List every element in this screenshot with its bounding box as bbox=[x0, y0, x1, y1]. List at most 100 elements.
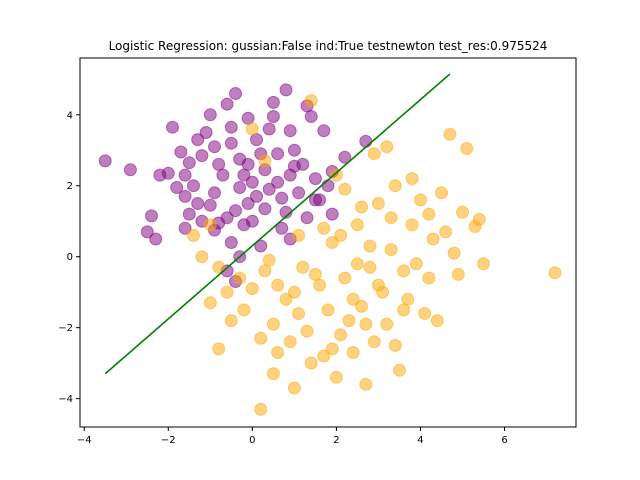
scatter-point-s0-34 bbox=[241, 197, 255, 210]
scatter-point-s1-4 bbox=[224, 314, 238, 328]
scatter-point-s1-2 bbox=[212, 260, 226, 274]
x-tick-label: 6 bbox=[501, 435, 507, 446]
scatter-point-s1-33 bbox=[371, 197, 385, 210]
line-layer bbox=[104, 73, 451, 375]
scatter-point-s1-60 bbox=[212, 342, 226, 356]
scatter-point-s1-77 bbox=[271, 346, 285, 359]
scatter-point-s1-50 bbox=[443, 127, 457, 141]
scatter-point-s1-63 bbox=[367, 147, 381, 161]
scatter-point-s0-67 bbox=[187, 179, 200, 193]
scatter-point-s0-79 bbox=[254, 239, 268, 253]
scatter-point-s0-25 bbox=[224, 120, 238, 134]
scatter-point-s0-9 bbox=[178, 168, 192, 182]
scatter-point-s0-0 bbox=[98, 154, 112, 168]
scatter-point-s0-49 bbox=[275, 221, 289, 235]
scatter-point-s0-10 bbox=[170, 181, 184, 194]
y-tick-label: −4 bbox=[58, 394, 73, 405]
scatter-point-s0-17 bbox=[203, 108, 217, 122]
scatter-point-s0-59 bbox=[308, 172, 322, 186]
scatter-point-s0-15 bbox=[191, 133, 205, 147]
y-axis-ticks: −4 −2 0 2 4 bbox=[58, 110, 80, 405]
scatter-point-s1-31 bbox=[363, 260, 377, 274]
scatter-point-s1-35 bbox=[380, 317, 394, 331]
scatter-point-s1-29 bbox=[355, 299, 369, 313]
scatter-point-s1-41 bbox=[405, 218, 419, 232]
x-tick-label: −4 bbox=[77, 435, 92, 446]
scatter-point-s1-78 bbox=[325, 342, 339, 356]
y-tick-label: 2 bbox=[67, 181, 73, 192]
scatter-point-s1-28 bbox=[350, 218, 364, 232]
scatter-point-s0-56 bbox=[300, 211, 314, 225]
scatter-point-s1-1 bbox=[203, 218, 217, 232]
scatter-point-s1-24 bbox=[334, 328, 348, 342]
scatter-point-s0-21 bbox=[208, 186, 221, 200]
scatter-point-s1-48 bbox=[435, 186, 448, 200]
scatter-point-s1-69 bbox=[422, 207, 436, 221]
scatter-point-s1-7 bbox=[245, 282, 259, 296]
scatter-point-s0-2 bbox=[145, 209, 158, 223]
scatter-point-s1-47 bbox=[430, 314, 444, 328]
scatter-point-s0-19 bbox=[208, 140, 221, 154]
scatter-point-s1-49 bbox=[439, 225, 453, 239]
scatter-point-s0-47 bbox=[271, 175, 285, 189]
scatter-point-s1-56 bbox=[477, 257, 490, 271]
scatter-point-s1-39 bbox=[397, 264, 411, 278]
scatter-point-s1-62 bbox=[338, 182, 352, 196]
scatter-point-s1-26 bbox=[342, 314, 356, 328]
points-layer bbox=[98, 83, 562, 416]
scatter-point-s0-50 bbox=[279, 83, 293, 97]
scatter-point-s1-81 bbox=[262, 253, 276, 267]
scatter-point-s0-27 bbox=[224, 136, 238, 150]
scatter-point-s1-18 bbox=[304, 356, 318, 370]
scatter-point-s1-27 bbox=[346, 346, 360, 359]
scatter-point-s0-20 bbox=[212, 157, 226, 171]
scatter-point-s0-18 bbox=[199, 126, 213, 139]
scatter-point-s0-40 bbox=[250, 189, 263, 203]
scatter-point-s0-6 bbox=[161, 166, 175, 180]
scatter-point-s1-12 bbox=[279, 292, 293, 306]
scatter-point-s1-52 bbox=[456, 205, 469, 219]
scatter-point-s0-22 bbox=[203, 198, 217, 212]
scatter-point-s1-44 bbox=[418, 307, 432, 320]
scatter-point-s1-45 bbox=[422, 271, 436, 285]
scatter-point-s1-22 bbox=[325, 236, 339, 249]
scatter-point-s1-17 bbox=[300, 324, 314, 338]
scatter-point-s0-77 bbox=[220, 211, 234, 225]
scatter-point-s1-88 bbox=[329, 168, 343, 182]
scatter-point-s0-3 bbox=[140, 225, 154, 239]
scatter-point-s1-68 bbox=[405, 172, 419, 186]
scatter-point-s0-5 bbox=[149, 232, 163, 246]
scatter-point-s1-80 bbox=[384, 211, 398, 225]
x-tick-label: 0 bbox=[249, 435, 255, 446]
scatter-point-s1-10 bbox=[266, 317, 280, 331]
scatter-point-s1-37 bbox=[388, 338, 402, 352]
scatter-point-s1-72 bbox=[308, 267, 322, 281]
scatter-point-s0-1 bbox=[123, 163, 137, 177]
x-tick-label: 4 bbox=[417, 435, 423, 446]
scatter-point-s0-54 bbox=[292, 186, 306, 200]
x-tick-label: 2 bbox=[333, 435, 339, 446]
scatter-point-s0-14 bbox=[178, 221, 192, 235]
scatter-point-s0-69 bbox=[216, 168, 230, 182]
scatter-point-s1-14 bbox=[287, 381, 301, 395]
scatter-point-s0-29 bbox=[233, 181, 247, 194]
scatter-point-s1-59 bbox=[266, 367, 280, 381]
y-tick-label: 0 bbox=[67, 252, 73, 263]
scatter-point-s1-36 bbox=[384, 243, 398, 257]
scatter-point-s1-16 bbox=[296, 260, 310, 274]
scatter-point-s0-66 bbox=[359, 134, 373, 148]
scatter-point-s1-23 bbox=[329, 370, 343, 384]
scatter-point-s1-76 bbox=[287, 285, 301, 299]
scatter-point-s0-44 bbox=[266, 95, 280, 109]
scatter-point-s1-71 bbox=[317, 221, 331, 235]
scatter-point-s1-8 bbox=[254, 331, 268, 345]
scatter-point-s0-16 bbox=[195, 149, 209, 163]
scatter-point-s0-30 bbox=[229, 204, 242, 218]
scatter-point-s0-61 bbox=[317, 124, 331, 138]
scatter-point-s1-83 bbox=[359, 317, 373, 331]
scatter-point-s0-7 bbox=[166, 120, 179, 134]
scatter-point-s1-13 bbox=[283, 335, 297, 349]
scatter-point-s1-3 bbox=[220, 285, 234, 299]
